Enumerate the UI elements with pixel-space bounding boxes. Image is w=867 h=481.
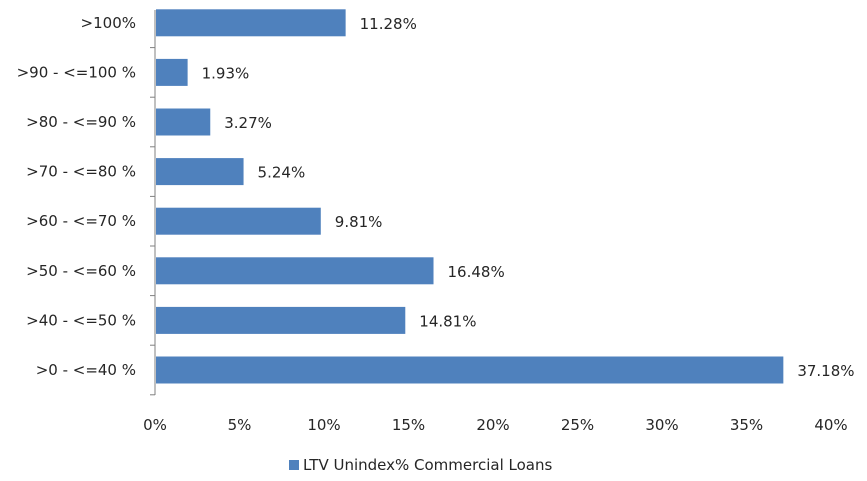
x-tick-label-2: 10% (307, 416, 340, 434)
category-label-0: >0 - <=40 % (36, 361, 136, 379)
x-tick-label-6: 30% (645, 416, 678, 434)
labels-layer: >0 - <=40 % 37.18% >40 - <=50 % 14.81% >50 -… (17, 14, 855, 434)
bar-7 (156, 9, 346, 37)
bar-2 (156, 257, 434, 285)
x-tick-label-5: 25% (561, 416, 594, 434)
value-label-2: 16.48% (448, 263, 505, 281)
bar-5 (156, 108, 211, 136)
category-label-7: >100% (81, 14, 136, 32)
x-tick-label-8: 40% (814, 416, 847, 434)
x-tick-label-1: 5% (228, 416, 252, 434)
x-tick-label-4: 20% (476, 416, 509, 434)
value-label-0: 37.18% (797, 362, 854, 380)
category-label-4: >70 - <=80 % (26, 163, 136, 181)
category-label-5: >80 - <=90 % (26, 113, 136, 131)
legend: LTV Unindex% Commercial Loans (289, 456, 552, 474)
bar-1 (156, 306, 406, 334)
value-label-4: 5.24% (258, 164, 306, 182)
category-label-3: >60 - <=70 % (26, 212, 136, 230)
x-tick-label-3: 15% (392, 416, 425, 434)
legend-swatch (289, 460, 299, 470)
category-label-1: >40 - <=50 % (26, 311, 136, 329)
category-label-6: >90 - <=100 % (17, 63, 136, 81)
value-label-1: 14.81% (419, 312, 476, 330)
category-label-2: >50 - <=60 % (26, 262, 136, 280)
bars-layer (156, 9, 784, 384)
bar-6 (156, 58, 188, 86)
x-tick-label-7: 35% (730, 416, 763, 434)
axis-layer (150, 10, 156, 396)
bar-3 (156, 207, 321, 235)
bar-0 (156, 356, 784, 384)
value-label-7: 11.28% (360, 15, 417, 33)
value-label-5: 3.27% (224, 114, 272, 132)
legend-label: LTV Unindex% Commercial Loans (303, 456, 552, 474)
x-tick-label-0: 0% (143, 416, 167, 434)
bar-4 (156, 158, 244, 186)
value-label-3: 9.81% (335, 213, 383, 231)
value-label-6: 1.93% (202, 64, 250, 82)
